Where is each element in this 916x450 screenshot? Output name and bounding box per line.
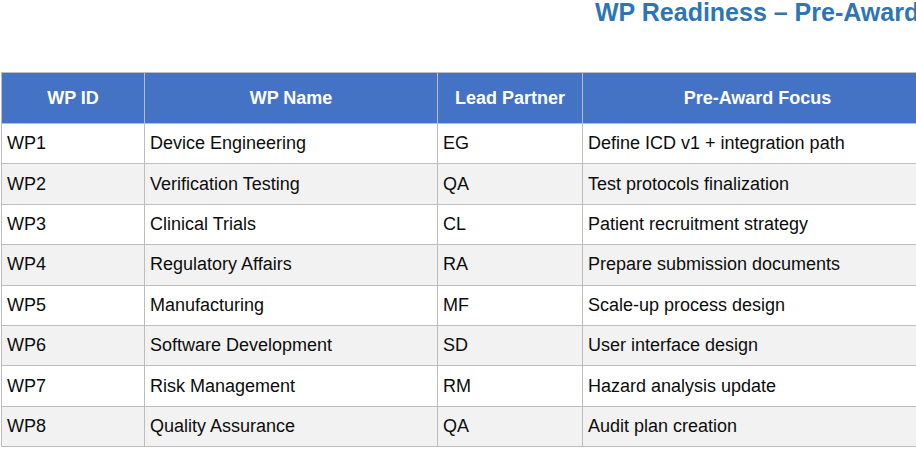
cell-wp5-wp-id: WP5 bbox=[2, 285, 145, 325]
cell-wp3-lead-partner: CL bbox=[438, 204, 583, 244]
cell-wp6-wp-id: WP6 bbox=[2, 325, 145, 365]
cell-wp8-pre-award-focus: Audit plan creation bbox=[583, 406, 916, 446]
cell-wp7-wp-name: Risk Management bbox=[145, 366, 438, 406]
cell-wp5-wp-name: Manufacturing bbox=[145, 285, 438, 325]
cell-wp4-wp-name: Regulatory Affairs bbox=[145, 245, 438, 285]
cell-wp8-wp-id: WP8 bbox=[2, 406, 145, 446]
cell-wp5-pre-award-focus: Scale-up process design bbox=[583, 285, 916, 325]
cell-wp1-wp-name: Device Engineering bbox=[145, 124, 438, 164]
table-row-wp1: WP1Device EngineeringEGDefine ICD v1 + i… bbox=[2, 124, 916, 164]
table-row-wp5: WP5ManufacturingMFScale-up process desig… bbox=[2, 285, 916, 325]
cell-wp4-pre-award-focus: Prepare submission documents bbox=[583, 245, 916, 285]
table-row-wp3: WP3Clinical TrialsCLPatient recruitment … bbox=[2, 204, 916, 244]
column-header-wp-id: WP ID bbox=[2, 73, 145, 124]
wp-readiness-table: WP IDWP NameLead PartnerPre-Award Focus … bbox=[1, 72, 916, 447]
page-title: WP Readiness – Pre-Award bbox=[595, 0, 916, 27]
cell-wp8-wp-name: Quality Assurance bbox=[145, 406, 438, 446]
table-body: WP1Device EngineeringEGDefine ICD v1 + i… bbox=[2, 124, 916, 447]
column-header-lead-partner: Lead Partner bbox=[438, 73, 583, 124]
cell-wp2-wp-id: WP2 bbox=[2, 164, 145, 204]
cell-wp7-wp-id: WP7 bbox=[2, 366, 145, 406]
slide-canvas: { "title": "WP Readiness – Pre-Award", "… bbox=[0, 0, 916, 450]
cell-wp3-pre-award-focus: Patient recruitment strategy bbox=[583, 204, 916, 244]
table-head: WP IDWP NameLead PartnerPre-Award Focus bbox=[2, 73, 916, 124]
cell-wp7-lead-partner: RM bbox=[438, 366, 583, 406]
column-header-wp-name: WP Name bbox=[145, 73, 438, 124]
cell-wp8-lead-partner: QA bbox=[438, 406, 583, 446]
table-header-row: WP IDWP NameLead PartnerPre-Award Focus bbox=[2, 73, 916, 124]
cell-wp6-lead-partner: SD bbox=[438, 325, 583, 365]
cell-wp1-pre-award-focus: Define ICD v1 + integration path bbox=[583, 124, 916, 164]
cell-wp3-wp-name: Clinical Trials bbox=[145, 204, 438, 244]
column-header-pre-award-focus: Pre-Award Focus bbox=[583, 73, 916, 124]
table-row-wp4: WP4Regulatory AffairsRAPrepare submissio… bbox=[2, 245, 916, 285]
table-row-wp7: WP7Risk ManagementRMHazard analysis upda… bbox=[2, 366, 916, 406]
cell-wp5-lead-partner: MF bbox=[438, 285, 583, 325]
cell-wp7-pre-award-focus: Hazard analysis update bbox=[583, 366, 916, 406]
cell-wp4-wp-id: WP4 bbox=[2, 245, 145, 285]
cell-wp3-wp-id: WP3 bbox=[2, 204, 145, 244]
cell-wp2-lead-partner: QA bbox=[438, 164, 583, 204]
slide-stage: WP Readiness – Pre-Award WP IDWP NameLea… bbox=[0, 0, 916, 450]
cell-wp2-wp-name: Verification Testing bbox=[145, 164, 438, 204]
cell-wp6-pre-award-focus: User interface design bbox=[583, 325, 916, 365]
table-row-wp2: WP2Verification TestingQATest protocols … bbox=[2, 164, 916, 204]
cell-wp6-wp-name: Software Development bbox=[145, 325, 438, 365]
table-row-wp6: WP6Software DevelopmentSDUser interface … bbox=[2, 325, 916, 365]
cell-wp1-lead-partner: EG bbox=[438, 124, 583, 164]
cell-wp1-wp-id: WP1 bbox=[2, 124, 145, 164]
cell-wp4-lead-partner: RA bbox=[438, 245, 583, 285]
cell-wp2-pre-award-focus: Test protocols finalization bbox=[583, 164, 916, 204]
table-row-wp8: WP8Quality AssuranceQAAudit plan creatio… bbox=[2, 406, 916, 446]
